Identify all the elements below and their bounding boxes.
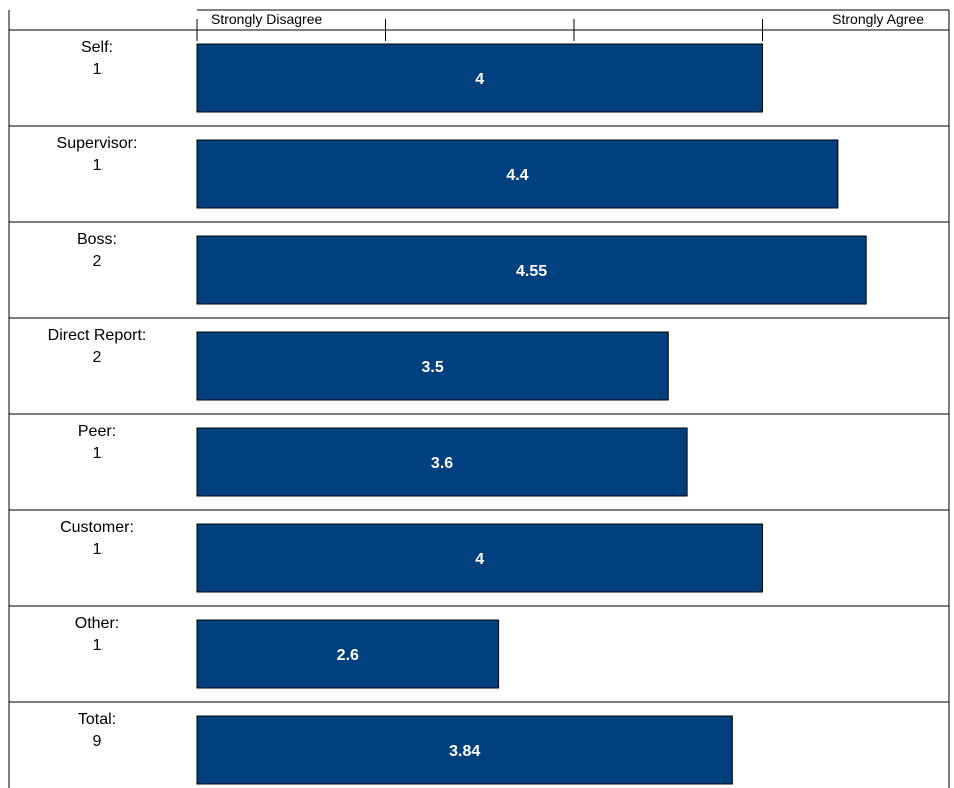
bar: [196, 619, 500, 689]
row-label: Other:: [75, 615, 119, 632]
bar: [196, 43, 763, 113]
row-count: 9: [93, 733, 102, 750]
bar-value-label: 3.6: [431, 455, 453, 472]
row-label: Boss:: [77, 231, 117, 248]
row-count: 1: [93, 61, 102, 78]
bar-value-label: 4.4: [506, 167, 528, 184]
row-label: Supervisor:: [57, 135, 138, 152]
row-count: 1: [93, 157, 102, 174]
bar: [196, 139, 839, 209]
chart-frame: [8, 9, 950, 788]
row-label: Direct Report:: [48, 327, 147, 344]
scale-ticks: [196, 19, 763, 41]
chart-row: Boss: 2 4.55: [9, 231, 949, 319]
row-label: Self:: [81, 39, 113, 56]
row-count: 2: [93, 253, 102, 270]
chart-row: Other: 1 2.6: [9, 615, 949, 703]
bar: [196, 331, 669, 401]
bar: [196, 715, 733, 785]
row-label: Peer:: [78, 423, 116, 440]
bar-value-label: 2.6: [337, 647, 359, 664]
row-count: 1: [93, 637, 102, 654]
row-count: 1: [93, 541, 102, 558]
chart-rows: Self: 1 4 Supervisor: 1 4.4 Boss: 2 4.55 Direct R…: [9, 39, 949, 785]
bar-value-label: 4: [475, 551, 484, 568]
row-count: 1: [93, 445, 102, 462]
bar-value-label: 3.84: [449, 743, 480, 760]
bar: [196, 235, 867, 305]
chart-row: Direct Report: 2 3.5: [9, 327, 949, 415]
scale-max-label: Strongly Agree: [832, 11, 924, 27]
row-count: 2: [93, 349, 102, 366]
bar-value-label: 3.5: [422, 359, 444, 376]
bar: [196, 427, 688, 497]
bar-value-label: 4: [475, 71, 484, 88]
chart-row: Total: 9 3.84: [78, 711, 733, 785]
bar-value-label: 4.55: [516, 263, 547, 280]
bar: [196, 523, 763, 593]
chart-row: Supervisor: 1 4.4: [9, 135, 949, 223]
row-label: Customer:: [60, 519, 134, 536]
row-label: Total:: [78, 711, 116, 728]
chart-row: Customer: 1 4: [9, 519, 949, 607]
chart-row: Self: 1 4: [9, 39, 949, 127]
chart-row: Peer: 1 3.6: [9, 423, 949, 511]
scale-min-label: Strongly Disagree: [211, 11, 322, 27]
